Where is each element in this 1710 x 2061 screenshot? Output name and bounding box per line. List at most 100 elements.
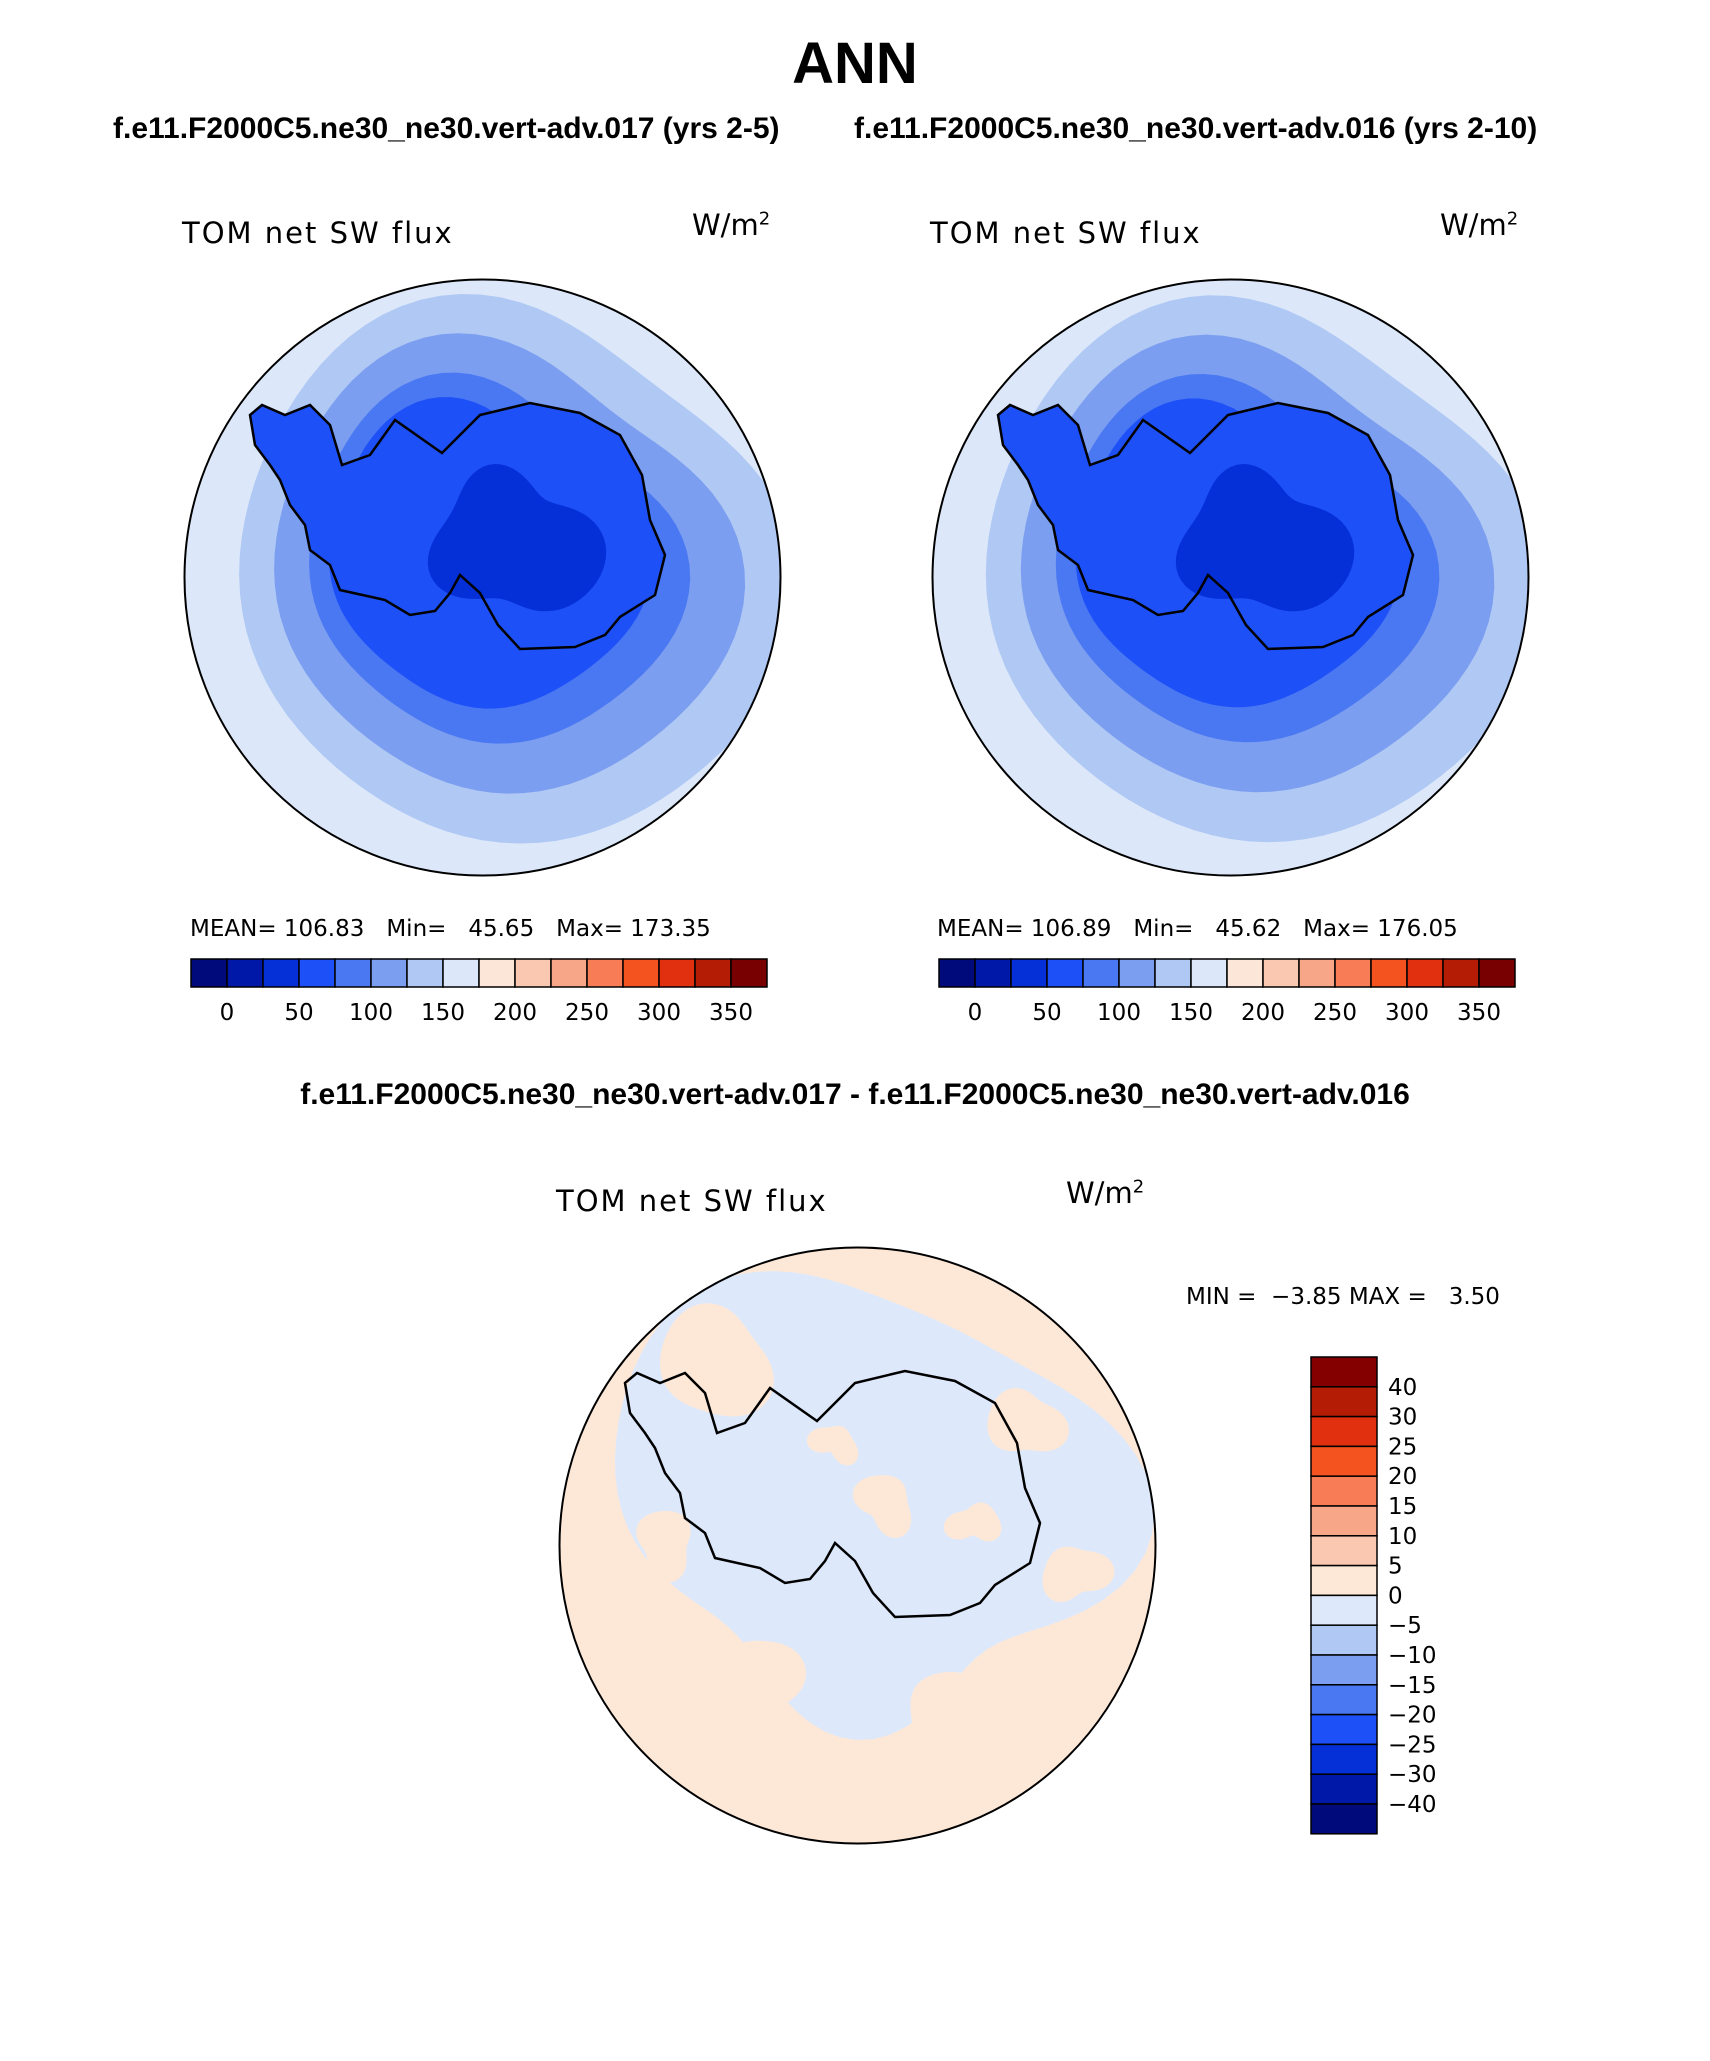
colorbar-box [1310,1803,1378,1835]
colorbar-box [1310,1773,1378,1805]
colorbar-box [226,958,264,988]
diff-unit: W/m2 [1066,1176,1145,1210]
diff-min: −3.85 [1271,1284,1342,1310]
colorbar-label: 0 [1388,1583,1403,1609]
colorbar-box [1310,1594,1378,1626]
panel-1-colorbar: 0 50 100 150 200 250 300 350 [190,958,768,1026]
diff-colorbar: 40 30 25 20 15 10 5 0 −5 −10 −15 −20 −25 −30 −40 [1310,1356,1437,1835]
panel-1-map-fill [184,279,781,876]
colorbar-box [1310,1684,1378,1716]
colorbar-label: 250 [565,1000,609,1026]
colorbar-box [1046,958,1084,988]
positive-patch [987,1388,1069,1452]
panel-1-colorbar-boxes [190,958,768,988]
diff-min-label: MIN = [1186,1284,1257,1310]
colorbar-label: 50 [284,1000,313,1026]
colorbar-label: −20 [1388,1703,1437,1729]
diff-map-fill [559,1247,1156,1844]
colorbar-label: 100 [1097,1000,1141,1026]
colorbar-label: 250 [1313,1000,1357,1026]
colorbar-box [1298,958,1336,988]
panel-2-colorbar: 0 50 100 150 200 250 300 350 [938,958,1516,1026]
diff-stats: MIN = −3.85 MAX = 3.50 [1186,1284,1500,1310]
panel-1-plot-title: TOM net SW flux [182,216,454,250]
colorbar-label: 150 [1169,1000,1213,1026]
coastline [248,401,667,651]
case-a-title: f.e11.F2000C5.ne30_ne30.vert-adv.017 (yr… [113,112,780,145]
plateau-band [1175,464,1355,612]
colorbar-box [550,958,588,988]
panel-2-colorbar-boxes [938,958,1516,988]
diff-colorbar-labels: 40 30 25 20 15 10 5 0 −5 −10 −15 −20 −25 −30 −40 [1388,1375,1437,1818]
colorbar-label: 0 [968,1000,983,1026]
colorbar-label: 200 [1241,1000,1285,1026]
diff-colorbar-boxes [1310,1356,1378,1835]
colorbar-box [1334,958,1372,988]
colorbar-box [974,958,1012,988]
colorbar-box [1262,958,1300,988]
colorbar-box [1310,1505,1378,1537]
panel-1-colorbar-labels: 0 50 100 150 200 250 300 350 [220,1000,753,1026]
positive-patch [1042,1546,1115,1603]
map-boundary [558,1246,1157,1845]
colorbar-box [1226,958,1264,988]
colorbar-label: 150 [421,1000,465,1026]
panel-2-unit: W/m2 [1440,208,1519,242]
colorbar-label: −40 [1388,1792,1437,1818]
colorbar-label: 20 [1388,1464,1417,1490]
colorbar-box [1406,958,1444,988]
colorbar-label: 0 [220,1000,235,1026]
map-boundary [931,278,1530,877]
colorbar-box [1310,1475,1378,1507]
colorbar-box [442,958,480,988]
panel-1-min: 45.65 [468,916,535,942]
colorbar-box [1082,958,1120,988]
panel-2-max-label: Max= [1303,916,1370,942]
colorbar-box [370,958,408,988]
colorbar-label: −5 [1388,1613,1422,1639]
colorbar-label: 10 [1388,1524,1417,1550]
colorbar-label: 40 [1388,1375,1417,1401]
panel-2-mean-label: MEAN= [937,916,1024,942]
colorbar-box [1310,1356,1378,1388]
positive-patch [711,1640,806,1733]
panel-1-stats: MEAN= 106.83 Min= 45.65 Max= 173.35 [190,916,711,942]
colorbar-box [1310,1743,1378,1775]
coastline [623,1369,1042,1619]
panel-1-max: 173.35 [630,916,711,942]
panel-1-max-label: Max= [556,916,623,942]
panel-2-map-fill [932,279,1529,876]
plateau-band [427,464,607,612]
colorbar-label: 350 [709,1000,753,1026]
colorbar-box [1154,958,1192,988]
colorbar-box [514,958,552,988]
panel-1-mean-label: MEAN= [190,916,277,942]
colorbar-box [478,958,516,988]
colorbar-label: 5 [1388,1554,1403,1580]
colorbar-label: 200 [493,1000,537,1026]
colorbar-box [190,958,228,988]
page-title: ANN [792,31,918,96]
diff-max-label: MAX = [1348,1284,1427,1310]
colorbar-box [938,958,976,988]
positive-patch [660,1303,774,1417]
map-boundary [183,278,782,877]
panel-2-polar-map [931,278,1530,877]
colorbar-box [1118,958,1156,988]
positive-patch [852,1475,912,1538]
colorbar-label: 300 [637,1000,681,1026]
panel-2-colorbar-labels: 0 50 100 150 200 250 300 350 [968,1000,1501,1026]
colorbar-box [1478,958,1516,988]
colorbar-label: 50 [1032,1000,1061,1026]
panel-2-max: 176.05 [1377,916,1458,942]
colorbar-box [730,958,768,988]
colorbar-box [1310,1386,1378,1418]
colorbar-box [1442,958,1480,988]
panel-2-plot-title: TOM net SW flux [930,216,1202,250]
colorbar-box [298,958,336,988]
colorbar-box [586,958,624,988]
colorbar-label: 100 [349,1000,393,1026]
panel-2-stats: MEAN= 106.89 Min= 45.62 Max= 176.05 [937,916,1458,942]
colorbar-box [1310,1564,1378,1597]
colorbar-box [694,958,732,988]
